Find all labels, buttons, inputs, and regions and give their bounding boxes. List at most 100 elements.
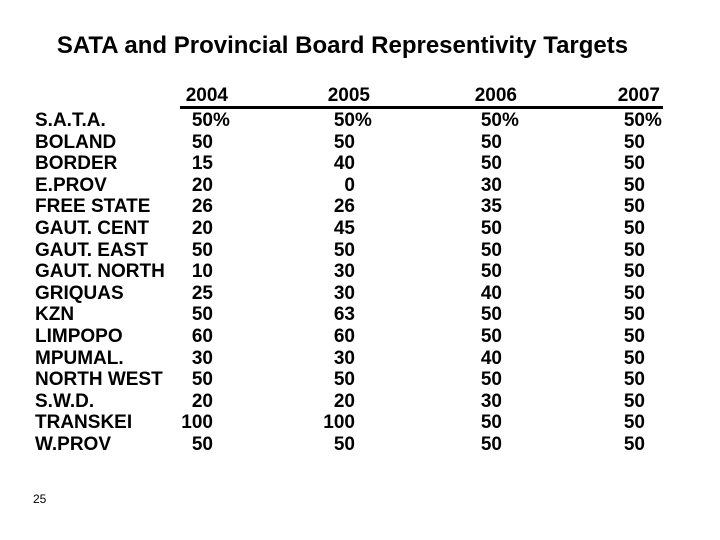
cell-2006: 50 [480, 217, 502, 239]
cell-2004: 10 [191, 261, 213, 283]
cell-2007: 50 [623, 217, 645, 239]
cell-2004: 50 [191, 369, 213, 391]
table-row: S.W.D. 20 20 30 50 [35, 391, 663, 413]
cell-2005: 100 [323, 412, 355, 434]
cell-2007: 50 [623, 261, 645, 283]
cell-2005: 50 [333, 239, 355, 261]
table-row: NORTH WEST 50 50 50 50 [35, 369, 663, 391]
table-row: BOLAND 50 50 50 50 [35, 132, 663, 154]
row-label: GRIQUAS [35, 282, 124, 304]
header-year-2007: 2007 [617, 85, 660, 106]
cell-2005: 50 [333, 131, 355, 153]
table-row: KZN 50 63 50 50 [35, 304, 663, 326]
cell-2004: 20 [191, 390, 213, 412]
row-label: FREE STATE [35, 196, 151, 218]
cell-2004: 50% [191, 110, 230, 131]
cell-2007: 50 [623, 347, 645, 369]
cell-2007: 50 [623, 131, 645, 153]
table-rows: S.A.T.A. 50% 50% 50% 50% BOLAND 50 50 50 50 BORDER… [35, 110, 663, 456]
cell-2006: 50 [480, 131, 502, 153]
row-label: NORTH WEST [35, 369, 163, 391]
row-label: BORDER [35, 153, 118, 175]
cell-2006: 50 [480, 261, 502, 283]
cell-2004: 50 [191, 131, 213, 153]
cell-2005: 63 [333, 304, 355, 326]
cell-2007: 50 [623, 239, 645, 261]
row-label: TRANSKEI [35, 412, 133, 434]
cell-2007: 50 [623, 412, 645, 434]
cell-2004: 26 [191, 196, 213, 218]
row-label: LIMPOPO [35, 325, 123, 347]
row-label: S.W.D. [35, 390, 95, 412]
cell-2005: 45 [333, 217, 355, 239]
cell-2004: 50 [191, 239, 213, 261]
row-label: GAUT. NORTH [35, 261, 165, 283]
cell-2007: 50% [623, 110, 662, 131]
cell-2005: 50 [333, 433, 355, 455]
cell-2004: 15 [191, 153, 213, 175]
cell-2007: 50 [623, 304, 645, 326]
cell-2006: 50 [480, 325, 502, 347]
header-underline [180, 106, 663, 109]
cell-2006: 50 [480, 304, 502, 326]
cell-2007: 50 [623, 325, 645, 347]
table-row: GRIQUAS 25 30 40 50 [35, 283, 663, 305]
page-number: 25 [33, 492, 47, 506]
cell-2006: 50 [480, 153, 502, 175]
table-row: GAUT. EAST 50 50 50 50 [35, 240, 663, 262]
cell-2004: 100 [181, 412, 213, 434]
table-row: MPUMAL. 30 30 40 50 [35, 348, 663, 370]
cell-2007: 50 [623, 390, 645, 412]
cell-2005: 50% [333, 110, 372, 131]
cell-2006: 50% [480, 110, 519, 131]
table-header-row: 2004 2005 2006 2007 [35, 85, 663, 106]
table-row: W.PROV 50 50 50 50 [35, 434, 663, 456]
cell-2006: 50 [480, 433, 502, 455]
cell-2004: 50 [191, 433, 213, 455]
cell-2007: 50 [623, 282, 645, 304]
cell-2005: 30 [333, 282, 355, 304]
cell-2006: 35 [480, 196, 502, 218]
cell-2005: 60 [333, 325, 355, 347]
slide-title: SATA and Provincial Board Representivity… [56, 32, 629, 59]
cell-2004: 60 [191, 325, 213, 347]
table-row: FREE STATE 26 26 35 50 [35, 196, 663, 218]
header-year-2005: 2005 [327, 85, 370, 106]
cell-2004: 20 [191, 174, 213, 196]
row-label: KZN [35, 304, 75, 326]
header-year-2004: 2004 [185, 85, 228, 106]
table-row: S.A.T.A. 50% 50% 50% 50% [35, 110, 663, 132]
cell-2006: 30 [480, 174, 502, 196]
cell-2005: 20 [333, 390, 355, 412]
row-label: E.PROV [35, 174, 107, 196]
cell-2004: 30 [191, 347, 213, 369]
row-label: BOLAND [35, 131, 117, 153]
cell-2005: 50 [333, 369, 355, 391]
table-row: GAUT. CENT 20 45 50 50 [35, 218, 663, 240]
cell-2005: 30 [333, 347, 355, 369]
cell-2006: 50 [480, 412, 502, 434]
cell-2005: 0 [344, 174, 355, 196]
cell-2006: 40 [480, 347, 502, 369]
cell-2007: 50 [623, 433, 645, 455]
cell-2004: 20 [191, 217, 213, 239]
row-label: S.A.T.A. [35, 110, 106, 131]
cell-2005: 30 [333, 261, 355, 283]
cell-2006: 50 [480, 239, 502, 261]
cell-2006: 50 [480, 369, 502, 391]
targets-table: 2004 2005 2006 2007 S.A.T.A. 50% 50% 50% 50%… [35, 85, 663, 456]
cell-2007: 50 [623, 196, 645, 218]
row-label: MPUMAL. [35, 347, 124, 369]
cell-2007: 50 [623, 153, 645, 175]
cell-2004: 25 [191, 282, 213, 304]
cell-2006: 30 [480, 390, 502, 412]
cell-2007: 50 [623, 369, 645, 391]
table-row: TRANSKEI 100 100 50 50 [35, 412, 663, 434]
header-year-2006: 2006 [474, 85, 517, 106]
cell-2005: 26 [333, 196, 355, 218]
cell-2004: 50 [191, 304, 213, 326]
table-row: GAUT. NORTH 10 30 50 50 [35, 261, 663, 283]
cell-2007: 50 [623, 174, 645, 196]
cell-2005: 40 [333, 153, 355, 175]
